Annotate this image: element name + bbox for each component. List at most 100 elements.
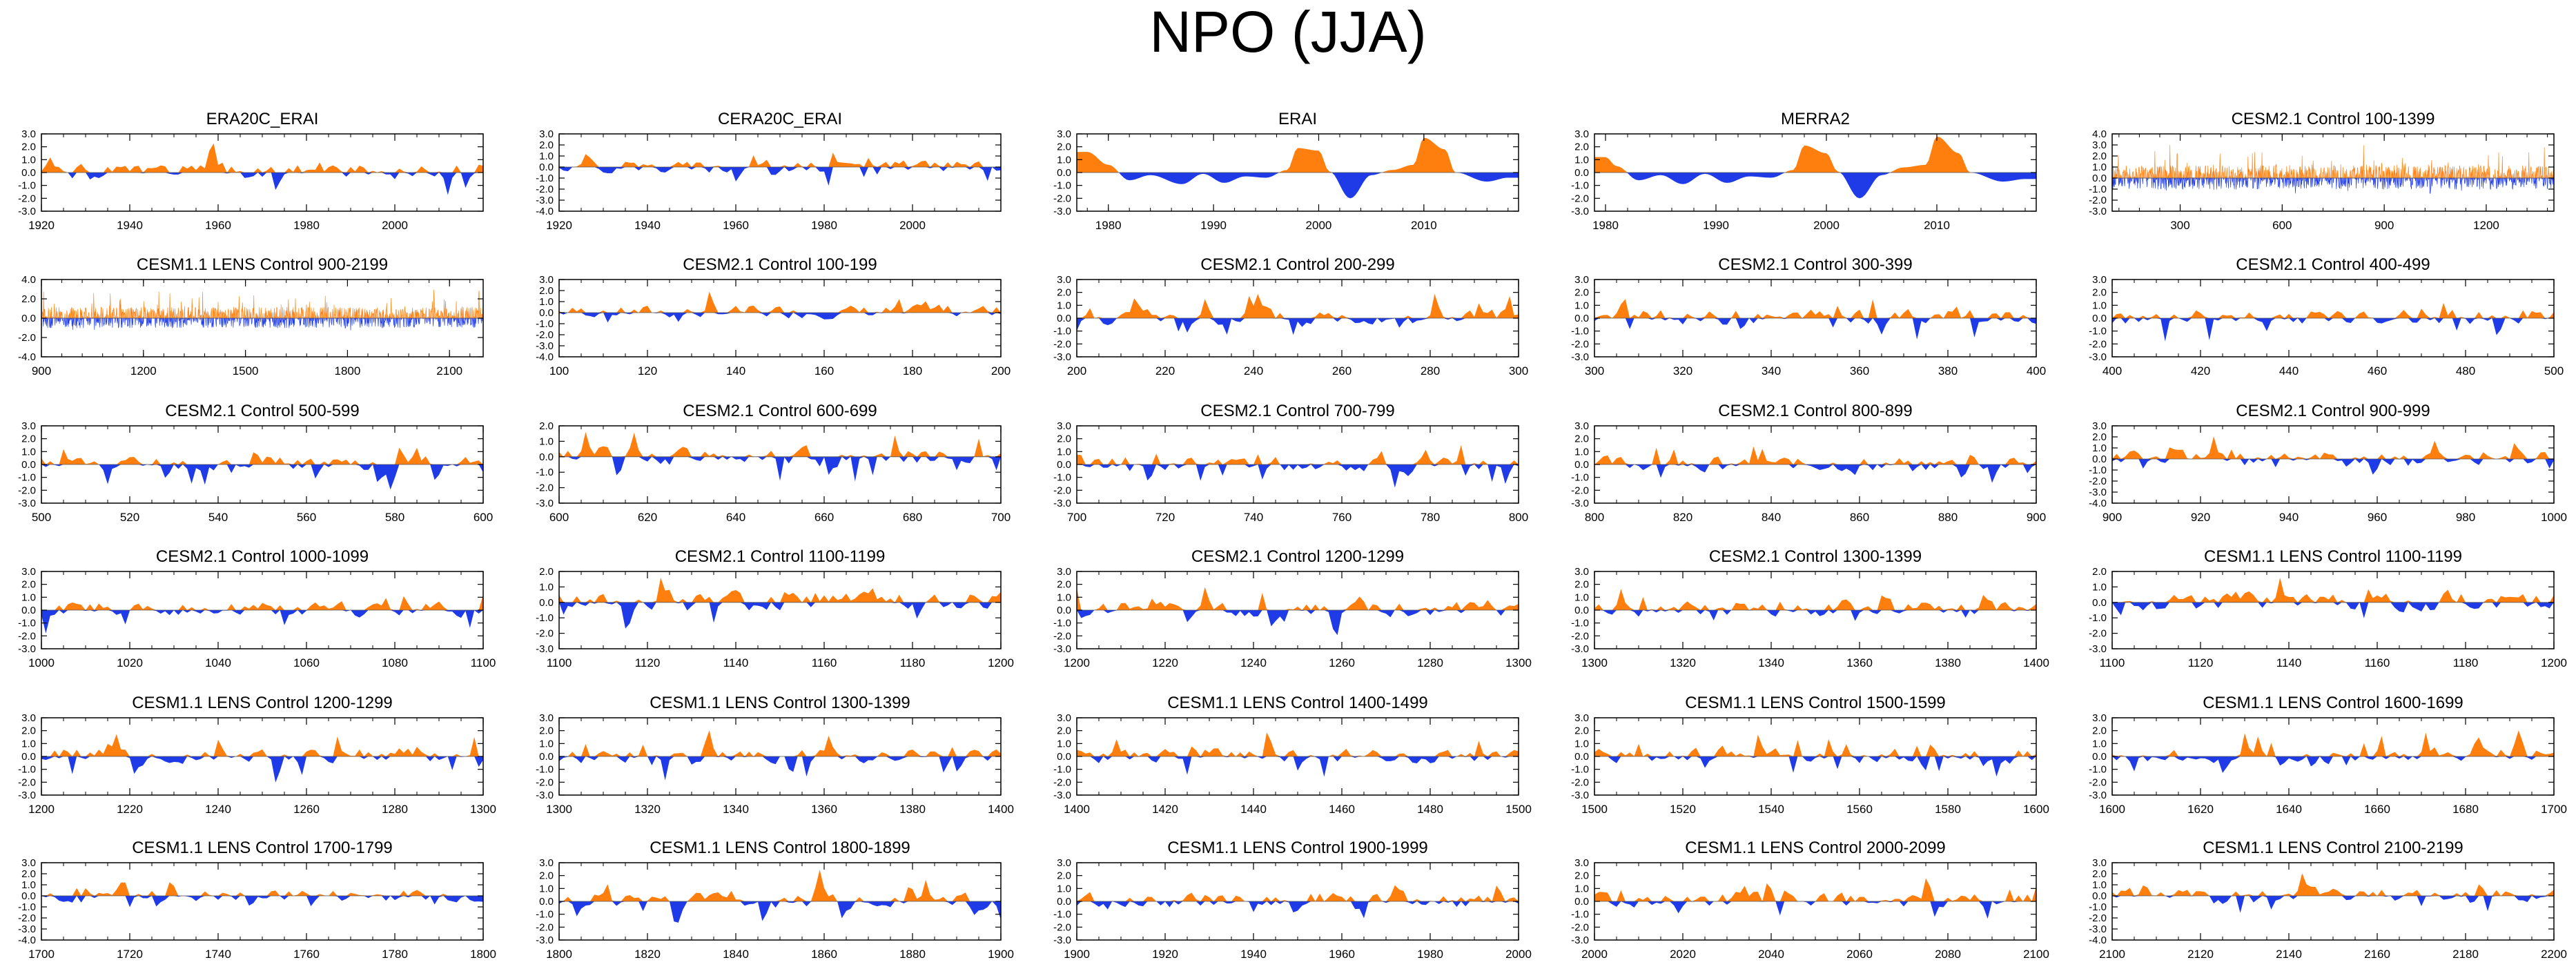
y-tick-label: 2.0	[2092, 868, 2107, 880]
x-tick-label: 1180	[2453, 656, 2479, 669]
y-axis: 2.0 1.0 0.0 -1.0 -2.0 -3.0	[2089, 566, 2554, 655]
x-axis: 1920 1940 1960 1980 2000	[28, 134, 484, 232]
x-tick-label: 160	[814, 364, 834, 378]
y-axis: 4.03.02.01.00.0-1.0-2.0-3.0	[2089, 128, 2554, 217]
x-tick-label: 1800	[470, 948, 496, 961]
y-tick-label: 3.0	[1574, 128, 1589, 140]
y-tick-label: 1.0	[2092, 581, 2107, 593]
x-tick-label: 1840	[723, 948, 749, 961]
y-tick-label: -4.0	[18, 934, 36, 946]
panel-title: CESM2.1 Control 500-599	[165, 402, 359, 420]
negative-area	[1594, 464, 2036, 483]
y-tick-label: -2.0	[1571, 484, 1589, 496]
positive-area	[1077, 587, 1519, 610]
y-tick-label: 1.0	[539, 435, 554, 447]
y-tick-label: 3.0	[1574, 712, 1589, 724]
y-tick-label: 3.0	[539, 712, 554, 724]
x-tick-label: 1140	[723, 656, 749, 669]
y-tick-label: 0.0	[2092, 453, 2107, 465]
y-tick-label: 0.0	[1574, 313, 1589, 324]
y-tick-label: 0.0	[1057, 896, 1071, 908]
x-tick-label: 1960	[205, 219, 231, 232]
x-axis: 2000 2020 2040 2060 2080 2100	[1581, 863, 2049, 961]
x-tick-label: 1360	[811, 803, 837, 816]
panel-10: CESM2.1 Control 400-499 400 420 440 460 480 50…	[2089, 255, 2564, 378]
x-axis: 1400 1420 1440 1460 1480 1500	[1064, 718, 1532, 816]
y-tick-label: 0.0	[1574, 751, 1589, 763]
x-axis: 900 920 940 960 980 1000	[2102, 426, 2567, 524]
y-axis: 2.0 1.0 0.0 -1.0 -2.0 -3.0	[536, 566, 1001, 655]
x-tick-label: 1700	[28, 948, 55, 961]
x-tick-label: 1860	[811, 948, 837, 961]
y-tick-label: 1.0	[2092, 300, 2107, 311]
x-tick-label: 660	[814, 511, 834, 524]
negative-area	[1594, 610, 2036, 621]
x-axis: 1900 1920 1940 1960 1980 2000	[1064, 863, 1532, 961]
panel-title: MERRA2	[1781, 110, 1850, 128]
x-tick-label: 460	[2368, 364, 2387, 378]
panel-title: CESM1.1 LENS Control 900-2199	[137, 255, 388, 274]
positive-area	[1594, 136, 2036, 173]
negative-area	[1594, 901, 2036, 919]
y-axis: 3.02.01.00.0-1.0-2.0-3.0	[1053, 857, 1519, 946]
y-axis: 3.02.01.00.0-1.0-2.0-3.0-4.0	[536, 274, 1001, 363]
x-tick-label: 500	[32, 511, 51, 524]
x-tick-label: 1960	[1329, 948, 1355, 961]
series-areas	[41, 289, 484, 331]
y-tick-label: -3.0	[536, 934, 554, 946]
y-tick-label: -3.0	[1571, 790, 1589, 801]
y-tick-label: 2.0	[1574, 725, 1589, 737]
x-axis: 1100 1120 1140 1160 1180 1200	[547, 571, 1014, 669]
y-tick-label: -3.0	[18, 206, 36, 217]
negative-area	[1077, 464, 1519, 488]
positive-area	[1077, 732, 1519, 756]
y-tick-label: 0.0	[1057, 167, 1071, 179]
y-tick-label: 1.0	[1574, 154, 1589, 166]
x-tick-label: 1480	[1417, 803, 1443, 816]
y-tick-label: 1.0	[1057, 591, 1071, 603]
positive-area	[1077, 444, 1519, 464]
negative-area	[41, 896, 483, 908]
x-tick-label: 680	[903, 511, 922, 524]
positive-area	[559, 291, 1001, 313]
y-tick-label: -2.0	[18, 484, 36, 496]
y-tick-label: -3.0	[18, 790, 36, 801]
y-tick-label: -1.0	[1571, 326, 1589, 337]
y-tick-label: -1.0	[18, 901, 36, 913]
y-tick-label: -1.0	[1053, 618, 1071, 629]
series-areas	[559, 291, 1001, 323]
y-tick-label: -2.0	[1053, 630, 1071, 642]
y-tick-label: -1.0	[18, 180, 36, 192]
y-tick-label: 3.0	[539, 128, 554, 140]
x-tick-label: 2180	[2452, 948, 2479, 961]
panel-title: CESM1.1 LENS Control 1200-1299	[132, 694, 393, 712]
series-areas	[559, 431, 1001, 482]
y-tick-label: 2.0	[1574, 433, 1589, 445]
negative-area	[2112, 177, 2555, 194]
y-tick-label: 2.0	[539, 420, 554, 432]
y-tick-label: 1.0	[539, 883, 554, 894]
x-tick-label: 300	[1585, 364, 1604, 378]
y-tick-label: 2.0	[539, 870, 554, 882]
y-axis: 3.02.01.00.0-1.0-2.0-3.0	[1053, 712, 1519, 801]
positive-area	[1594, 299, 2036, 318]
panel-7: CESM2.1 Control 100-199 100 120 140 160 180 20…	[536, 255, 1011, 378]
x-tick-label: 1880	[899, 948, 926, 961]
y-tick-label: 3.0	[2092, 274, 2107, 286]
x-tick-label: 1980	[811, 219, 837, 232]
x-tick-label: 2000	[1581, 948, 1608, 961]
x-tick-label: 1100	[2100, 656, 2125, 669]
x-tick-label: 1200	[28, 803, 55, 816]
series-areas	[2112, 730, 2554, 773]
y-tick-label: 3.0	[21, 128, 36, 140]
y-tick-label: 3.0	[539, 857, 554, 869]
x-tick-label: 840	[1762, 511, 1781, 524]
series-areas	[2112, 302, 2554, 342]
x-tick-label: 1240	[205, 803, 231, 816]
y-tick-label: 3.0	[1574, 566, 1589, 578]
x-tick-label: 1340	[1758, 656, 1784, 669]
x-axis: 100 120 140 160 180 200	[549, 280, 1011, 378]
y-tick-label: 0.0	[539, 451, 554, 463]
